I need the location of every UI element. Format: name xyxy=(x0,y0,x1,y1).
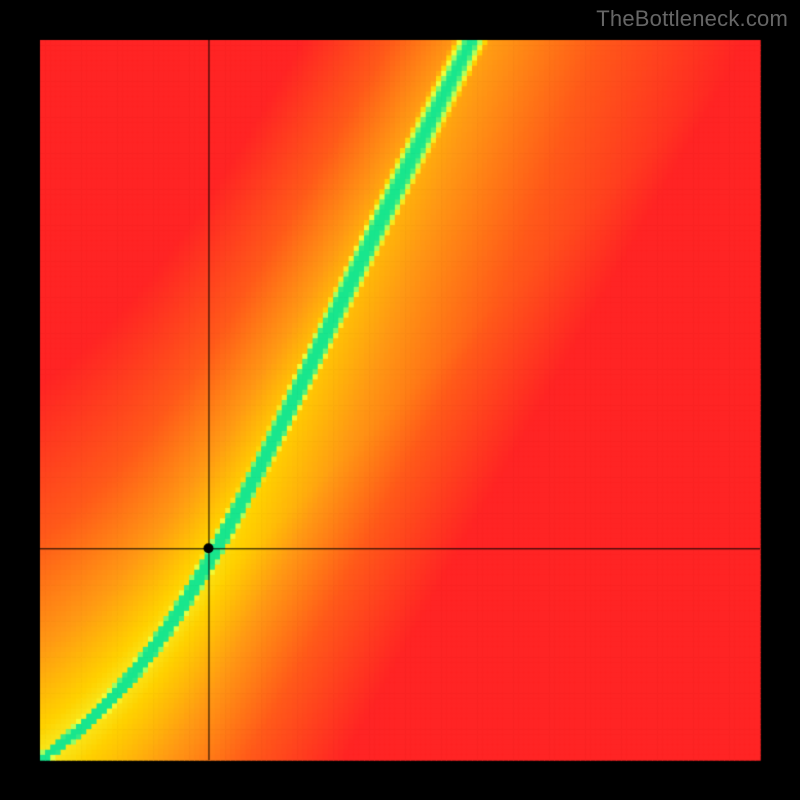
source-watermark: TheBottleneck.com xyxy=(596,6,788,32)
chart-container: TheBottleneck.com xyxy=(0,0,800,800)
bottleneck-heatmap xyxy=(0,0,800,800)
